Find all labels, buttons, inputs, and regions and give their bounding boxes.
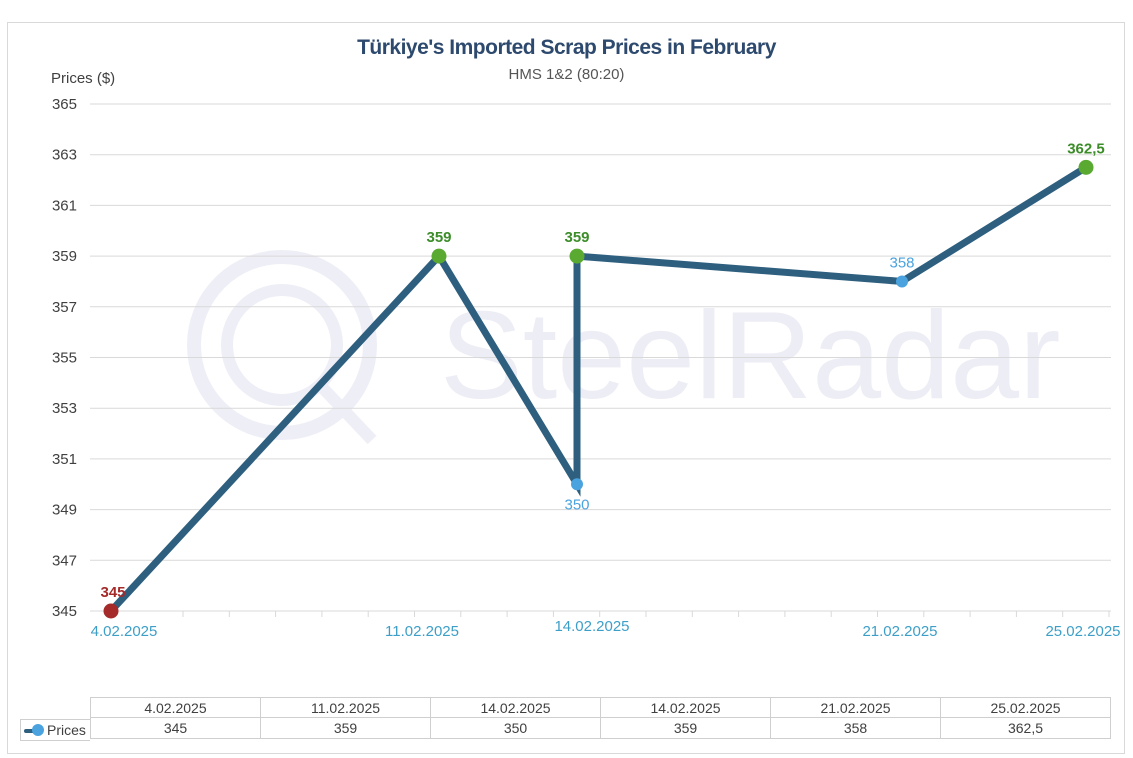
y-tick-label: 349 [52,502,77,519]
table-cell: 345 [90,717,261,739]
y-tick-label: 353 [52,400,77,417]
table-header-cell: 21.02.2025 [770,697,941,718]
table-header-cell: 25.02.2025 [940,697,1111,718]
y-tick-label: 347 [52,552,77,569]
data-label: 359 [426,229,451,246]
y-tick-label: 355 [52,350,77,367]
line-chart: SteelRadar 365 363 361 359 357 355 353 351 349 34… [52,96,1121,640]
table-cell: 350 [430,717,601,739]
legend-prices: Prices [20,719,90,741]
y-axis-label: Prices ($) [51,70,116,87]
y-tick-label: 363 [52,147,77,164]
table-row: 345 359 350 359 358 362,5 [90,717,1111,739]
table-cell: 362,5 [940,717,1111,739]
table-cell: 358 [770,717,941,739]
series-prices [107,163,1090,615]
x-tick-label: 4.02.2025 [91,623,158,640]
table-cell: 359 [600,717,771,739]
data-labels: 345 359 350 359 358 362,5 [100,140,1104,601]
series-line [107,163,1090,615]
chart-title: Türkiye's Imported Scrap Prices in Febru… [357,36,776,59]
data-label: 350 [564,496,589,513]
data-point [103,603,119,619]
table-header-row: 4.02.2025 11.02.2025 14.02.2025 14.02.20… [90,697,1111,718]
y-tick-label: 359 [52,248,77,265]
grid-lines [90,103,1111,612]
legend-label: Prices [47,722,86,738]
watermark-needle [315,380,377,445]
table-header-cell: 14.02.2025 [430,697,601,718]
x-tick-label: 25.02.2025 [1045,623,1120,640]
watermark-text: SteelRadar [440,287,1060,425]
data-point [896,275,908,288]
watermark-ring-inner [221,284,343,406]
y-tick-label: 365 [52,96,77,113]
data-label: 359 [564,229,589,246]
x-axis: 4.02.2025 11.02.2025 14.02.2025 21.02.2025 2… [91,611,1121,640]
data-point [1078,159,1094,175]
data-point [431,248,447,264]
data-table: 4.02.2025 11.02.2025 14.02.2025 14.02.20… [90,697,1111,739]
data-point [571,478,583,491]
x-tick-label: 14.02.2025 [554,618,629,635]
data-label: 345 [100,584,125,601]
watermark-ring-outer [187,250,377,440]
y-axis-ticks: 365 363 361 359 357 355 353 351 349 347 345 [52,96,77,620]
data-points [103,159,1094,619]
chart-frame [7,22,1125,754]
data-label: 362,5 [1067,140,1105,157]
table-cell: 359 [260,717,431,739]
y-tick-label: 361 [52,197,77,214]
chart-subtitle: HMS 1&2 (80:20) [508,66,625,83]
y-tick-label: 351 [52,451,77,468]
table-header-cell: 4.02.2025 [90,697,261,718]
x-tick-label: 11.02.2025 [385,623,459,640]
watermark-logo: SteelRadar [187,250,1060,445]
data-label: 358 [889,254,914,271]
y-tick-label: 345 [52,603,77,620]
x-tick-label: 21.02.2025 [862,623,937,640]
table-header-cell: 14.02.2025 [600,697,771,718]
table-header-cell: 11.02.2025 [260,697,431,718]
data-point [569,248,585,264]
legend-marker-swatch [32,724,44,736]
y-tick-label: 357 [52,299,77,316]
